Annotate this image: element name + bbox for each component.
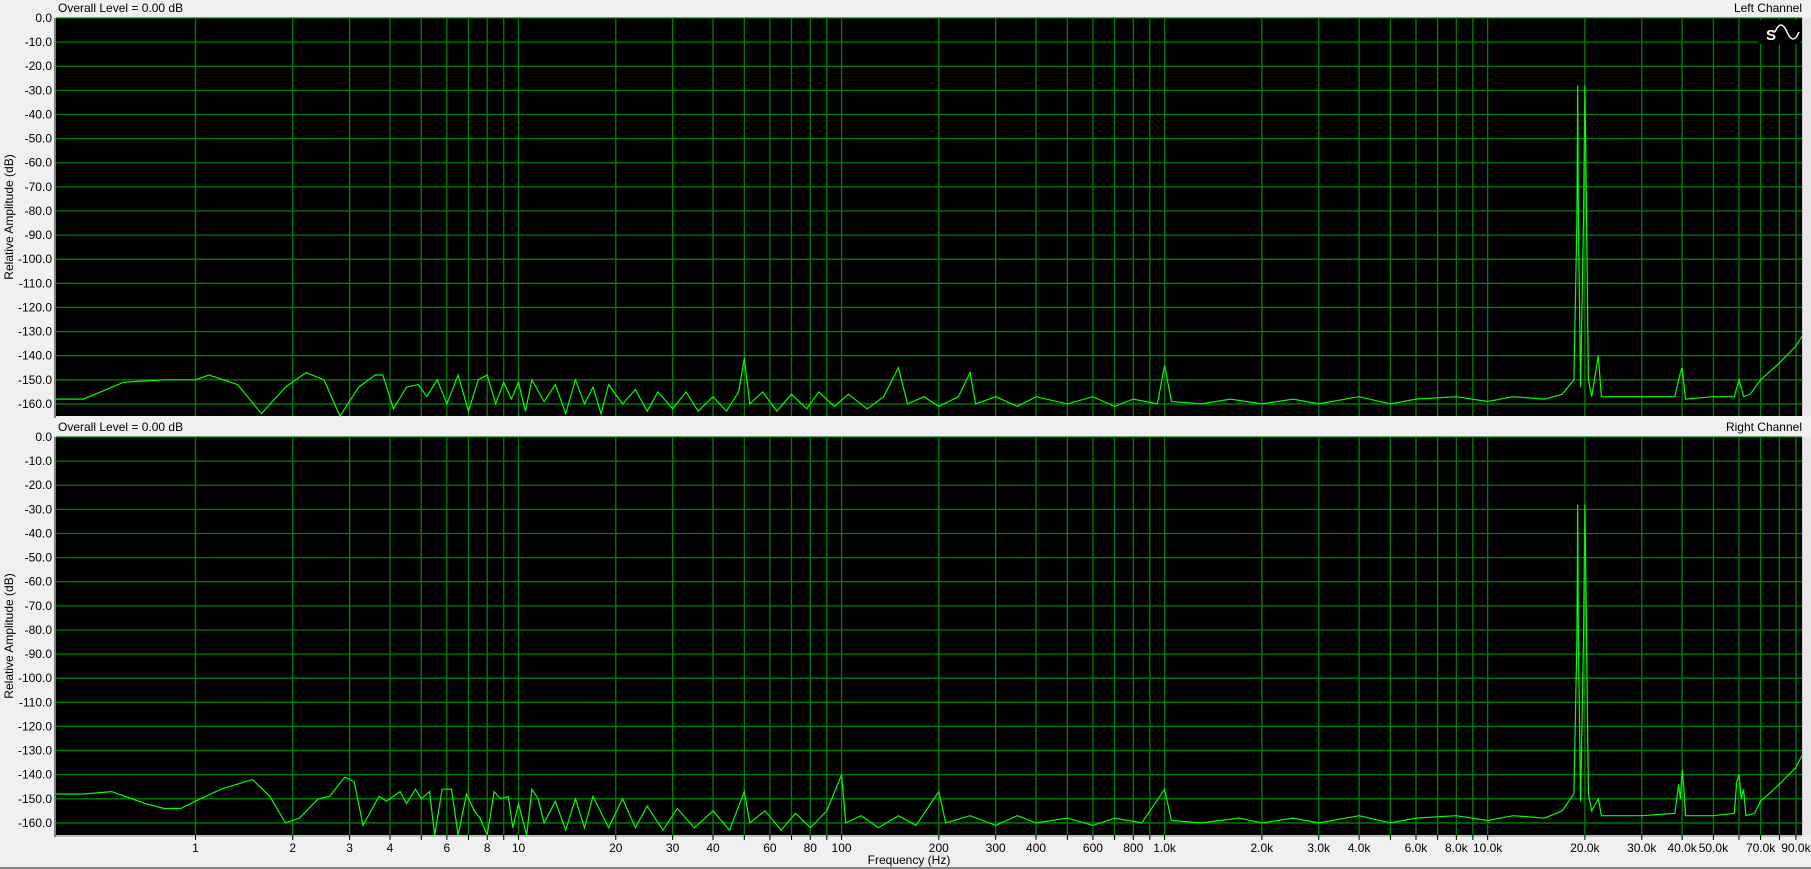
y-tick-label: -100.0 xyxy=(18,671,52,685)
x-tick-label: 80 xyxy=(804,841,818,855)
x-tick-label: 30 xyxy=(666,841,680,855)
x-tick-label: 100 xyxy=(832,841,852,855)
x-tick-label: 30.0k xyxy=(1627,841,1657,855)
y-tick-label: -160.0 xyxy=(18,397,52,411)
x-tick-label: 40 xyxy=(706,841,720,855)
x-tick-label: 3 xyxy=(346,841,353,855)
x-tick-label: 400 xyxy=(1026,841,1046,855)
x-tick-label: 2 xyxy=(289,841,296,855)
y-tick-label: -100.0 xyxy=(18,252,52,266)
y-tick-label: -60.0 xyxy=(25,575,53,589)
x-tick-label: 600 xyxy=(1083,841,1103,855)
y-tick-label: -150.0 xyxy=(18,792,52,806)
x-tick-label: 40.0k xyxy=(1667,841,1697,855)
x-tick-label: 8.0k xyxy=(1445,841,1469,855)
plot-area xyxy=(56,18,1802,416)
x-tick-label: 6 xyxy=(444,841,451,855)
y-tick-label: -20.0 xyxy=(25,59,53,73)
y-tick-label: -20.0 xyxy=(25,478,53,492)
spectrum-trace xyxy=(56,85,1803,418)
y-tick-label: -140.0 xyxy=(18,349,52,363)
y-tick-label: -110.0 xyxy=(19,276,52,290)
y-tick-label: -130.0 xyxy=(18,325,52,339)
y-tick-label: -10.0 xyxy=(25,35,53,49)
plot-area xyxy=(56,437,1802,835)
y-tick-label: -50.0 xyxy=(25,551,53,565)
x-tick-label: 2.0k xyxy=(1251,841,1275,855)
x-tick-label: 10 xyxy=(512,841,526,855)
x-tick-label: 60 xyxy=(763,841,777,855)
x-tick-label: 20.0k xyxy=(1570,841,1600,855)
y-axis-label: Relative Amplitude (dB) xyxy=(2,573,16,698)
y-tick-label: -30.0 xyxy=(25,502,53,516)
y-tick-label: -50.0 xyxy=(25,132,53,146)
panel-left-channel: Overall Level = 0.00 dB Left Channel 0.0 -1… xyxy=(2,1,1803,418)
x-tick-label: 50.0k xyxy=(1699,841,1729,855)
y-tick-label: 0.0 xyxy=(35,430,52,444)
y-tick-label: -130.0 xyxy=(18,744,52,758)
y-tick-label: -60.0 xyxy=(25,156,53,170)
channel-title: Left Channel xyxy=(1734,1,1802,15)
channel-title: Right Channel xyxy=(1726,420,1802,434)
y-tick-label: -160.0 xyxy=(18,816,52,830)
y-tick-label: -110.0 xyxy=(19,695,52,709)
x-tick-label: 90.0k xyxy=(1781,841,1811,855)
corner-icons: S xyxy=(1758,20,1800,44)
x-tick-label: 300 xyxy=(986,841,1006,855)
y-tick-label: 0.0 xyxy=(35,11,52,25)
x-tick-label: 70.0k xyxy=(1746,841,1776,855)
panel-right-channel: Overall Level = 0.00 dB Right Channel 0.0 -… xyxy=(2,420,1803,838)
y-axis-label: Relative Amplitude (dB) xyxy=(2,154,16,279)
x-tick-label: 3.0k xyxy=(1307,841,1331,855)
y-tick-label: -70.0 xyxy=(25,180,53,194)
y-tick-label: -40.0 xyxy=(25,107,53,121)
y-tick-label: -80.0 xyxy=(25,623,53,637)
x-tick-label: 1.0k xyxy=(1153,841,1177,855)
stereo-st-icon: S xyxy=(1766,27,1776,44)
y-tick-label: -30.0 xyxy=(25,83,53,97)
y-tick-label: -140.0 xyxy=(18,768,52,782)
sine-wave-icon xyxy=(1774,24,1800,40)
x-tick-label: 4.0k xyxy=(1348,841,1372,855)
right-scroll-strip[interactable] xyxy=(1802,18,1811,416)
y-tick-label: -40.0 xyxy=(25,526,53,540)
x-tick-label: 800 xyxy=(1123,841,1143,855)
x-tick-label: 4 xyxy=(387,841,394,855)
x-tick-label: 10.0k xyxy=(1473,841,1503,855)
x-tick-label: 20 xyxy=(609,841,623,855)
y-tick-label: -80.0 xyxy=(25,204,53,218)
y-tick-label: -70.0 xyxy=(25,599,53,613)
x-tick-label: 1 xyxy=(192,841,199,855)
overall-level-label: Overall Level = 0.00 dB xyxy=(58,1,183,15)
x-axis-label: Frequency (Hz) xyxy=(868,853,951,867)
y-tick-label: -120.0 xyxy=(18,719,52,733)
x-tick-label: 8 xyxy=(484,841,491,855)
y-tick-label: -90.0 xyxy=(25,228,53,242)
y-tick-label: -150.0 xyxy=(18,373,52,387)
x-tick-label: 6.0k xyxy=(1405,841,1429,855)
y-tick-label: -90.0 xyxy=(25,647,53,661)
overall-level-label: Overall Level = 0.00 dB xyxy=(58,420,183,434)
y-tick-label: -120.0 xyxy=(18,300,52,314)
x-tick-label: 200 xyxy=(929,841,949,855)
spectrum-trace xyxy=(56,504,1803,838)
icon-backdrop xyxy=(1758,20,1800,44)
y-tick-label: -10.0 xyxy=(25,454,53,468)
right-scroll-strip[interactable] xyxy=(1802,437,1811,835)
